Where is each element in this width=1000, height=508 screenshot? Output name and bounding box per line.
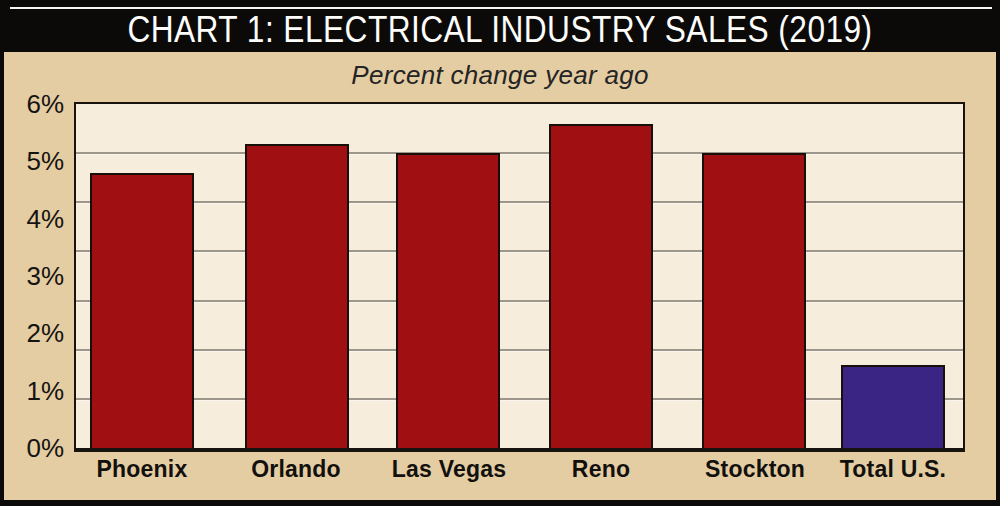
bar-orlando bbox=[245, 144, 349, 448]
x-tick-label-phoenix: Phoenix bbox=[97, 456, 188, 483]
y-axis: 6%5%4%3%2%1%0% bbox=[4, 104, 64, 448]
title-bar: CHART 1: ELECTRICAL INDUSTRY SALES (2019… bbox=[0, 0, 1000, 52]
bar-las-vegas bbox=[396, 153, 500, 448]
bar-total-u-s bbox=[841, 365, 945, 448]
chart-title: CHART 1: ELECTRICAL INDUSTRY SALES (2019… bbox=[60, 9, 940, 51]
x-tick-label-stockton: Stockton bbox=[705, 456, 805, 483]
y-tick-label: 5% bbox=[26, 146, 64, 177]
y-tick-label: 4% bbox=[26, 203, 64, 234]
bars-layer bbox=[76, 104, 963, 448]
chart-subtitle: Percent change year ago bbox=[4, 60, 996, 91]
x-axis: Phoenix Orlando Las Vegas Reno Stockton Total… bbox=[76, 456, 963, 490]
chart-frame: CHART 1: ELECTRICAL INDUSTRY SALES (2019… bbox=[0, 0, 1000, 506]
x-tick-label-reno: Reno bbox=[572, 456, 630, 483]
bar-phoenix bbox=[90, 173, 194, 448]
y-tick-label: 3% bbox=[26, 261, 64, 292]
bar-stockton bbox=[702, 153, 806, 448]
y-tick-label: 0% bbox=[26, 433, 64, 464]
x-tick-label-total-u-s: Total U.S. bbox=[840, 456, 946, 483]
x-tick-label-orlando: Orlando bbox=[251, 456, 341, 483]
chart-panel: Percent change year ago 6% 5% 4% 3% 2% 1% 0% P… bbox=[4, 52, 996, 500]
y-tick-label: 1% bbox=[26, 375, 64, 406]
y-tick-label: 6% bbox=[26, 89, 64, 120]
bar-reno bbox=[549, 124, 653, 448]
x-tick-label-las-vegas: Las Vegas bbox=[392, 456, 506, 483]
y-tick-label: 2% bbox=[26, 318, 64, 349]
